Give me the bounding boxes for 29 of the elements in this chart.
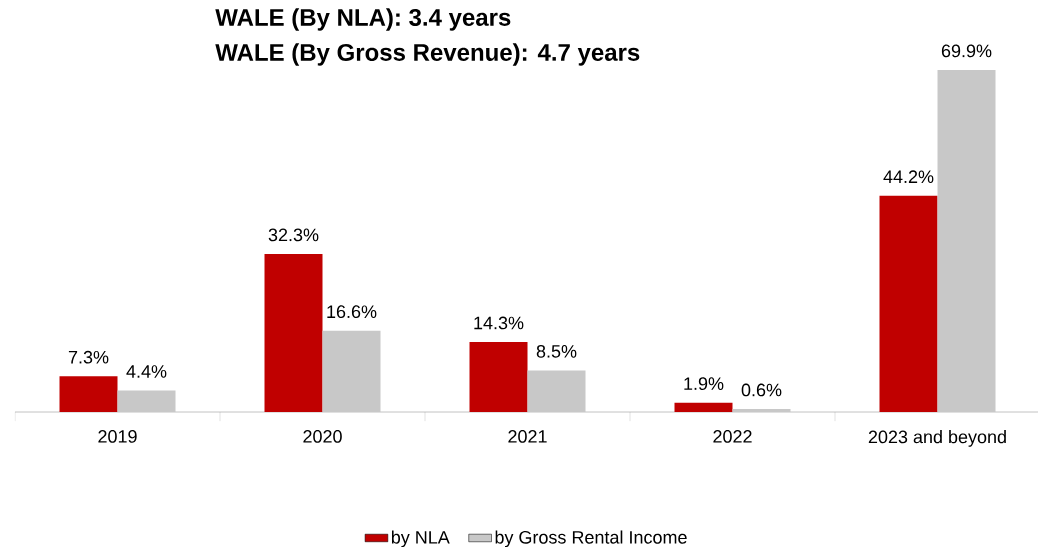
data-label: 7.3%	[68, 350, 109, 364]
x-tick-label: 2023 and beyond	[868, 430, 1006, 447]
bar	[527, 370, 586, 412]
bar	[879, 195, 938, 412]
data-label: 44.2%	[883, 170, 934, 184]
bar	[264, 253, 323, 412]
data-label: 1.9%	[684, 377, 724, 390]
data-label: 16.6%	[327, 305, 377, 319]
x-tick-label: 2021	[508, 430, 547, 443]
bar	[117, 390, 176, 412]
data-label: 8.5%	[536, 344, 577, 358]
chart-title: WALE (By NLA): 3.4 years	[215, 8, 511, 31]
bar	[59, 376, 118, 412]
legend-label: by NLA	[391, 530, 450, 547]
bar	[322, 330, 381, 412]
data-label: 69.9%	[941, 44, 992, 58]
data-label: 4.4%	[126, 365, 167, 378]
data-label: 32.3%	[268, 228, 319, 242]
x-tick-label: 2022	[713, 430, 752, 443]
bar	[674, 402, 733, 412]
chart-subtitle: WALE (By Gross Revenue): 4.7 years	[215, 43, 640, 66]
x-tick-label: 2020	[303, 430, 342, 443]
data-label: 0.6%	[741, 383, 782, 397]
legend-label: by Gross Rental Income	[495, 530, 687, 547]
x-tick-label: 2019	[98, 430, 137, 443]
bar	[469, 342, 528, 412]
data-label: 14.3%	[474, 316, 524, 330]
bar	[732, 409, 791, 412]
bar	[937, 70, 996, 412]
